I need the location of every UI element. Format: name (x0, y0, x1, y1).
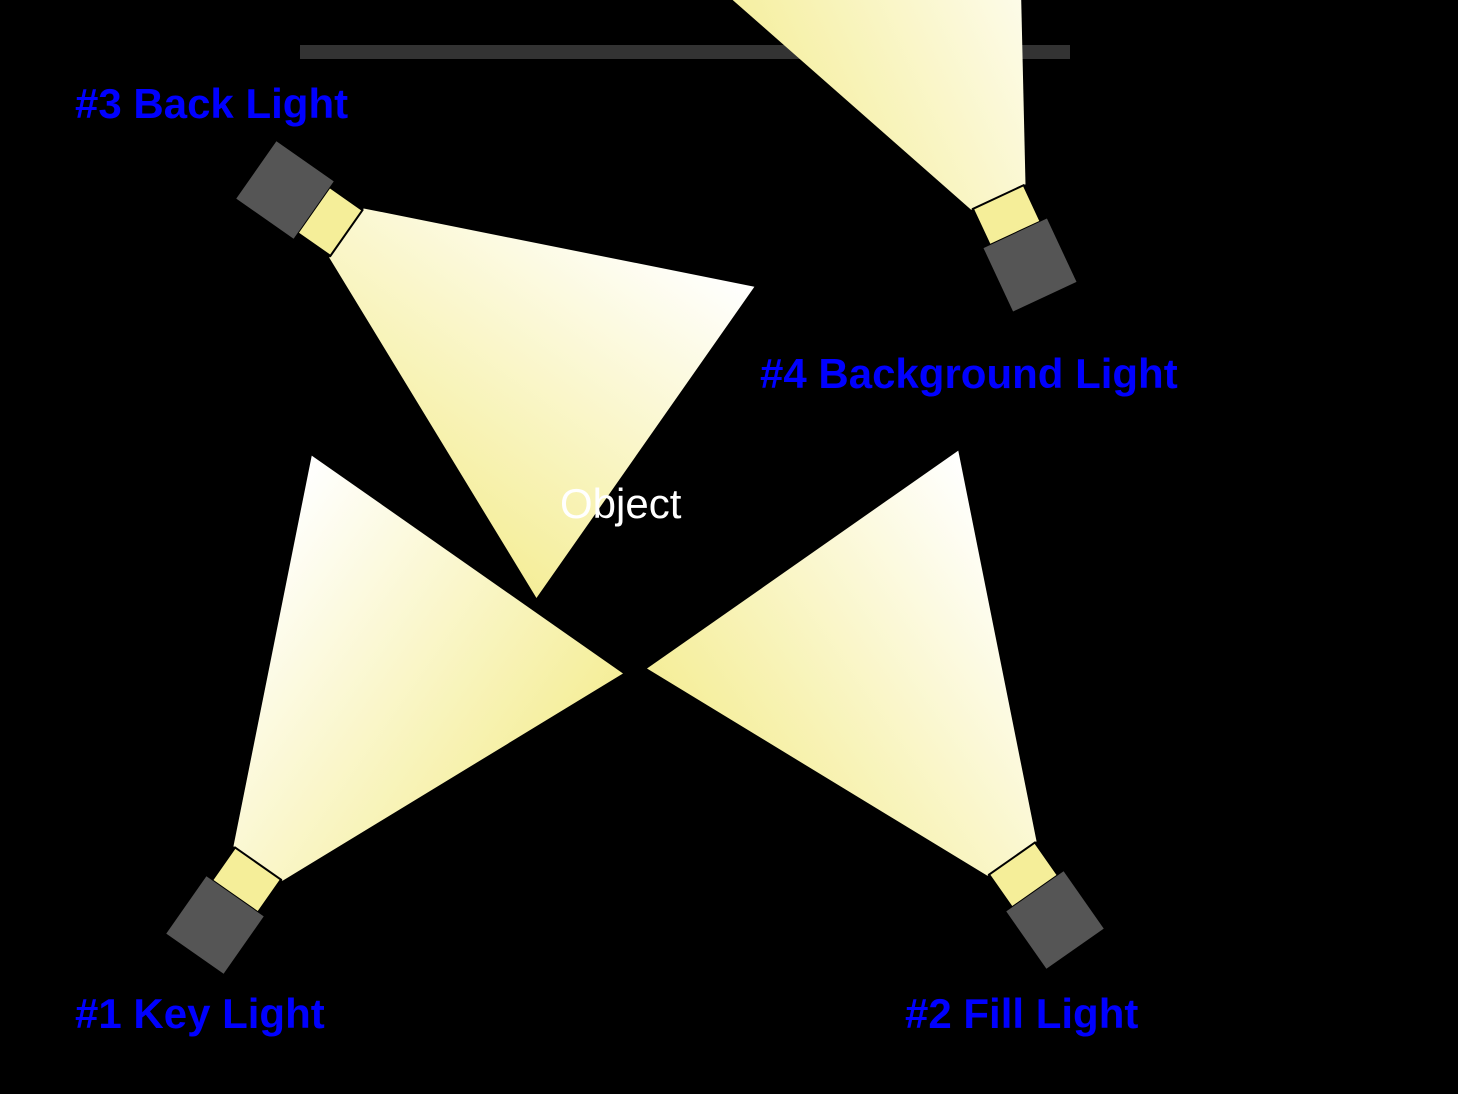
fill-light-icon (647, 451, 1231, 1058)
diagram-canvas (0, 0, 1458, 1094)
object-label: Object (560, 480, 681, 528)
key-light-label: #1 Key Light (75, 990, 325, 1038)
fill-light-label: #2 Fill Light (905, 990, 1138, 1038)
back-light-label: #3 Back Light (75, 80, 348, 128)
lighting-diagram: Object #3 Back Light #4 Background Light… (0, 0, 1458, 1094)
background-light-label: #4 Background Light (760, 350, 1178, 398)
